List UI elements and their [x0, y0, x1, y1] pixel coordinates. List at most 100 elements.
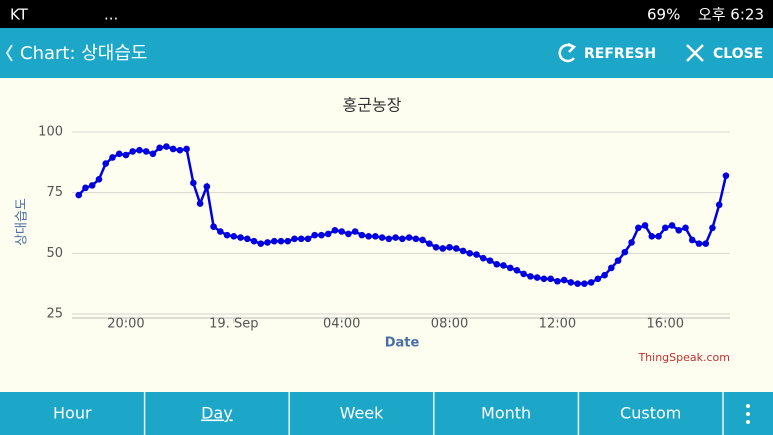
data-point — [419, 236, 426, 244]
data-point — [412, 235, 420, 243]
data-point — [493, 260, 501, 268]
data-point — [75, 191, 83, 199]
data-point — [527, 273, 534, 280]
data-point — [203, 183, 211, 190]
data-point — [345, 230, 352, 238]
bottom-bar — [0, 392, 773, 435]
data-point — [88, 182, 96, 189]
data-point — [351, 228, 359, 235]
data-point — [479, 254, 487, 262]
data-point — [426, 240, 433, 247]
data-point — [372, 233, 379, 240]
menu-icon[interactable] — [746, 404, 750, 424]
chart-area — [0, 78, 773, 392]
data-point — [608, 264, 615, 272]
data-point — [695, 240, 703, 247]
data-point — [297, 235, 305, 243]
data-point — [628, 239, 635, 246]
data-point — [520, 270, 528, 278]
data-point — [702, 240, 710, 247]
tab[interactable]: Hour — [53, 404, 92, 423]
data-point — [500, 262, 507, 269]
data-point — [230, 233, 238, 240]
data-point — [581, 280, 588, 287]
data-point — [149, 150, 157, 158]
close-icon[interactable] — [686, 44, 704, 62]
data-point — [567, 279, 575, 286]
data-point — [136, 146, 143, 154]
x-tick-label: 04:00 — [323, 317, 360, 332]
data-point — [709, 224, 716, 232]
data-point — [217, 228, 224, 235]
data-point — [486, 257, 494, 264]
data-point — [668, 222, 676, 229]
data-point — [358, 231, 366, 239]
data-point — [291, 235, 298, 243]
data-point — [257, 240, 265, 247]
data-point — [601, 271, 608, 279]
data-point — [115, 150, 123, 158]
data-point — [378, 234, 386, 241]
y-tick-label: 75 — [46, 185, 63, 200]
data-point — [554, 277, 561, 285]
app-bar — [0, 28, 773, 78]
refresh-icon-arrow[interactable] — [567, 42, 577, 53]
back-icon[interactable] — [5, 44, 13, 62]
y-tick-label: 25 — [46, 307, 63, 322]
chart-title: 홍군농장 — [343, 96, 402, 115]
data-point — [446, 243, 453, 251]
data-point — [682, 224, 689, 232]
refresh-button[interactable]: REFRESH — [584, 46, 656, 62]
data-point — [169, 145, 177, 153]
carrier: KT — [10, 6, 29, 24]
data-point — [560, 276, 568, 284]
x-tick-label: 19. Sep — [209, 317, 258, 332]
data-point — [655, 233, 662, 240]
data-point — [284, 237, 292, 245]
data-point — [324, 230, 332, 238]
status-bar — [0, 0, 773, 28]
clock: 오후 6:23 — [698, 6, 764, 24]
data-point — [635, 224, 642, 232]
data-point — [587, 279, 595, 286]
data-point — [405, 234, 413, 241]
data-point — [473, 251, 480, 258]
menu-dot — [746, 404, 750, 408]
data-point — [594, 275, 602, 283]
data-point — [122, 151, 130, 159]
data-point — [338, 228, 345, 235]
y-axis-label: 상대습도 — [15, 198, 30, 246]
data-point — [675, 226, 683, 234]
data-point — [661, 224, 669, 232]
data-point — [318, 231, 325, 239]
data-point — [513, 267, 521, 274]
close-button[interactable]: CLOSE — [713, 46, 763, 62]
data-point — [196, 200, 204, 207]
more-icons: ... — [104, 6, 118, 24]
data-point — [688, 236, 696, 244]
tab[interactable]: Day — [201, 404, 233, 423]
data-point — [399, 235, 406, 243]
tab[interactable]: Month — [481, 404, 531, 423]
tab[interactable]: Week — [340, 404, 385, 423]
x-tick-label: 16:00 — [647, 317, 684, 332]
data-point — [142, 148, 150, 155]
credit: ThingSpeak.com — [637, 351, 730, 364]
data-point — [331, 226, 339, 234]
data-point — [614, 257, 622, 264]
data-point — [223, 231, 231, 239]
data-point — [270, 237, 278, 245]
y-tick-label: 100 — [38, 125, 63, 140]
data-point — [250, 237, 258, 245]
data-point — [621, 248, 629, 256]
tabs: Hour Day Week Month Custom — [53, 392, 724, 435]
menu-dot — [746, 412, 750, 416]
x-tick-label: 20:00 — [107, 317, 144, 332]
data-point — [547, 275, 554, 283]
data-point — [540, 275, 548, 283]
tab[interactable]: Custom — [620, 404, 681, 423]
data-point — [156, 144, 163, 152]
data-point — [439, 245, 447, 252]
data-point — [102, 160, 110, 167]
data-point — [311, 231, 319, 239]
